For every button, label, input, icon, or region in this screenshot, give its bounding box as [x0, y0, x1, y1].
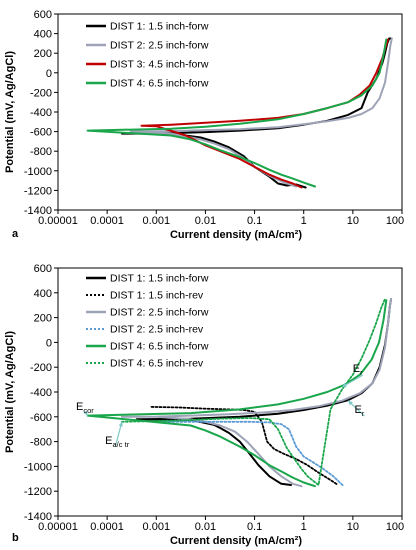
plot-area-b: [57, 267, 403, 517]
x-tick-label: 0.0001: [90, 521, 124, 533]
annotation-label: Ea/c tr: [105, 435, 130, 449]
series-line: [86, 299, 388, 488]
legend-a: DIST 1: 1.5 inch-forw DIST 2: 2.5 inch-f…: [86, 21, 209, 90]
chart-panel-a: 600 400 200 0 -200 -400 -600 -800 -1000 …: [4, 9, 404, 241]
x-tick-label: 10: [347, 215, 359, 227]
y-tick-label: 400: [34, 29, 52, 41]
x-tick-label: 100: [386, 215, 404, 227]
legend-entry: DIST 4: 6.5 inch-forw: [110, 78, 209, 90]
panel-label-a: a: [12, 228, 19, 240]
annotations-b: Ecor Ea/c tr Er Er: [76, 363, 365, 449]
x-tick-label: 0.0001: [90, 215, 124, 227]
x-tick-label: 0.1: [247, 215, 262, 227]
y-tick-label: 200: [34, 48, 52, 60]
y-tick-label: -1000: [24, 461, 52, 473]
x-tick-label: 0.00001: [38, 215, 78, 227]
x-tick-label: 0.00001: [38, 521, 78, 533]
series-line: [121, 298, 386, 486]
x-tick-label: 1: [301, 521, 307, 533]
series-line: [120, 298, 393, 488]
y-tick-label: -800: [30, 146, 52, 158]
y-tick-label: -200: [30, 362, 52, 374]
y-tick-label: 400: [34, 288, 52, 300]
chart-panel-b: 600 400 200 0 -200 -400 -600 -800 -1000 …: [4, 263, 404, 547]
y-tick-label: -1400: [24, 511, 52, 523]
x-tick-label: 0.1: [247, 521, 262, 533]
y-tick-label: -1200: [24, 185, 52, 197]
y-ticks-a: 600 400 200 0 -200 -400 -600 -800 -1000 …: [24, 9, 52, 217]
tick-marks-b: [54, 267, 403, 520]
legend-entry: DIST 2: 2.5 inch-forw: [110, 307, 209, 319]
annotation-arrowhead: [348, 400, 353, 406]
annotation-label: Er: [354, 404, 364, 418]
y-tick-label: -200: [30, 87, 52, 99]
y-ticks-b: 600 400 200 0 -200 -400 -600 -800 -1000 …: [24, 263, 52, 523]
legend-entry: DIST 1: 1.5 inch-forw: [110, 21, 209, 33]
y-tick-label: -600: [30, 412, 52, 424]
legend-b: DIST 1: 1.5 inch-forw DIST 1: 1.5 inch-r…: [86, 273, 209, 370]
y-axis-label-a: Potential (mV, Ag/AgCl): [4, 51, 16, 173]
y-tick-label: -400: [30, 387, 52, 399]
series-line: [155, 420, 345, 488]
x-tick-label: 0.01: [195, 521, 216, 533]
x-tick-label: 0.001: [143, 215, 171, 227]
legend-entry: DIST 3: 4.5 inch-forw: [110, 59, 209, 71]
legend-entry: DIST 4: 6.5 inch-rev: [110, 358, 204, 370]
y-tick-label: 600: [34, 263, 52, 275]
y-tick-label: -400: [30, 107, 52, 119]
x-tick-label: 10: [347, 521, 359, 533]
y-axis-label-b: Potential (mV, Ag/AgCl): [4, 331, 16, 453]
panel-label-b: b: [12, 532, 19, 544]
x-ticks-a: 0.00001 0.0001 0.001 0.01 0.1 1 10 100: [38, 215, 404, 227]
series-line: [86, 38, 388, 188]
y-tick-label: 0: [46, 68, 52, 80]
legend-entry: DIST 2: 2.5 inch-forw: [110, 40, 209, 52]
legend-entry: DIST 1: 1.5 inch-rev: [110, 290, 204, 302]
x-ticks-b: 0.00001 0.0001 0.001 0.01 0.1 1 10 100: [38, 521, 404, 533]
x-axis-label-a: Current density (mA/cm²): [170, 229, 302, 241]
y-tick-label: -1000: [24, 166, 52, 178]
y-tick-label: -600: [30, 127, 52, 139]
series-line: [140, 38, 389, 189]
series-group-b: [54, 267, 403, 520]
legend-entry: DIST 4: 6.5 inch-forw: [110, 341, 209, 353]
annotation-label: Er: [353, 363, 363, 377]
series-group-a: [54, 13, 403, 214]
annotation-arrowhead: [118, 421, 123, 427]
annotation-arrowhead: [83, 410, 88, 416]
y-tick-label: -1200: [24, 486, 52, 498]
y-tick-label: 600: [34, 9, 52, 21]
x-tick-label: 0.001: [143, 521, 171, 533]
annotation-arrowhead: [341, 382, 347, 388]
legend-entry: DIST 2: 2.5 inch-rev: [110, 324, 204, 336]
x-axis-label-b: Current density (mA/cm²): [170, 535, 302, 547]
x-tick-label: 1: [301, 215, 307, 227]
y-tick-label: 200: [34, 313, 52, 325]
y-tick-label: -800: [30, 437, 52, 449]
y-tick-label: -1400: [24, 205, 52, 217]
legend-entry: DIST 1: 1.5 inch-forw: [110, 273, 209, 285]
y-tick-label: 0: [46, 337, 52, 349]
tick-marks-a: [54, 13, 403, 214]
annotation-label: Ecor: [76, 401, 94, 415]
x-tick-label: 100: [386, 521, 404, 533]
x-tick-label: 0.01: [195, 215, 216, 227]
series-line: [150, 405, 340, 486]
